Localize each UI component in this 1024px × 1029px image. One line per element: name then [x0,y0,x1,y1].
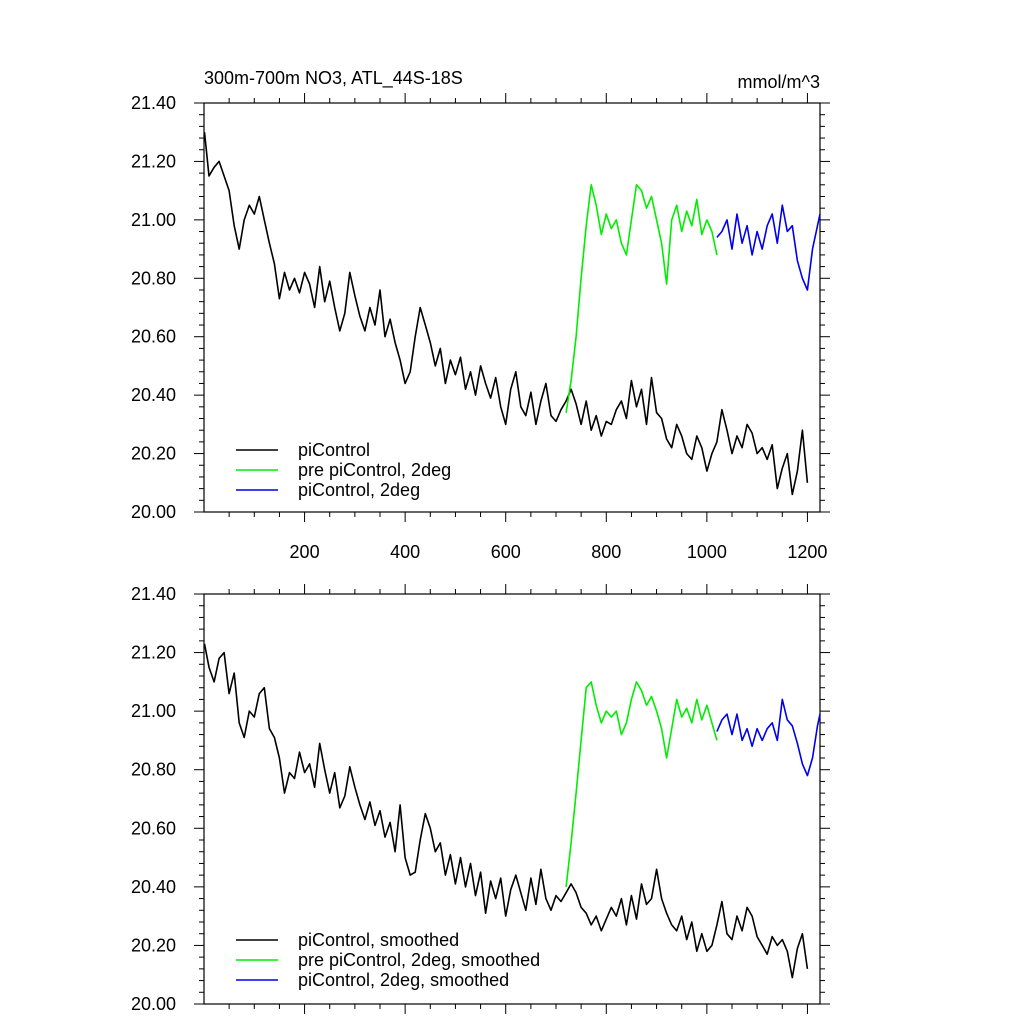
legend-label: piControl, smoothed [298,930,459,950]
legend-label: piControl [298,440,370,460]
y-tick-label: 21.20 [131,643,176,663]
x-tick-label: 400 [390,542,420,562]
plot-frame [203,102,821,513]
y-tick-label: 21.40 [131,93,176,113]
y-tick-label: 20.80 [131,268,176,288]
y-tick-label: 20.00 [131,502,176,522]
y-tick-label: 20.40 [131,385,176,405]
y-tick-label: 21.20 [131,151,176,171]
y-tick-label: 20.80 [131,760,176,780]
series-line [565,184,718,413]
plot-frame [203,593,821,1005]
units-label: mmol/m^3 [738,72,820,92]
legend-label: pre piControl, 2deg, smoothed [298,950,540,970]
chart-title: 300m-700m NO3, ATL_44S-18S [204,68,463,89]
legend-label: pre piControl, 2deg [298,460,451,480]
legend-label: piControl, 2deg [298,480,420,500]
x-tick-label: 1000 [687,542,727,562]
series-line [203,132,809,496]
series-line [716,698,821,777]
x-tick-label: 200 [290,542,320,562]
top-panel: 20.00 20.20 20.40 20.60 20.80 21.00 21.20 21.40… [131,93,830,562]
series-line [203,643,809,979]
y-tick-label: 20.40 [131,877,176,897]
x-tick-label: 800 [591,542,621,562]
series-line [716,204,821,291]
y-tick-label: 20.20 [131,935,176,955]
y-tick-label: 21.00 [131,701,176,721]
series-line [565,681,718,887]
y-tick-label: 20.20 [131,444,176,464]
bottom-panel: 20.00 20.20 20.40 20.60 20.80 21.00 21.20 21.40… [131,584,830,1014]
x-tick-label: 1200 [787,542,827,562]
y-tick-label: 20.60 [131,818,176,838]
y-tick-label: 21.40 [131,584,176,604]
legend-label: piControl, 2deg, smoothed [298,970,509,990]
x-tick-label: 600 [491,542,521,562]
y-tick-label: 20.60 [131,327,176,347]
y-tick-label: 21.00 [131,210,176,230]
y-tick-label: 20.00 [131,994,176,1014]
